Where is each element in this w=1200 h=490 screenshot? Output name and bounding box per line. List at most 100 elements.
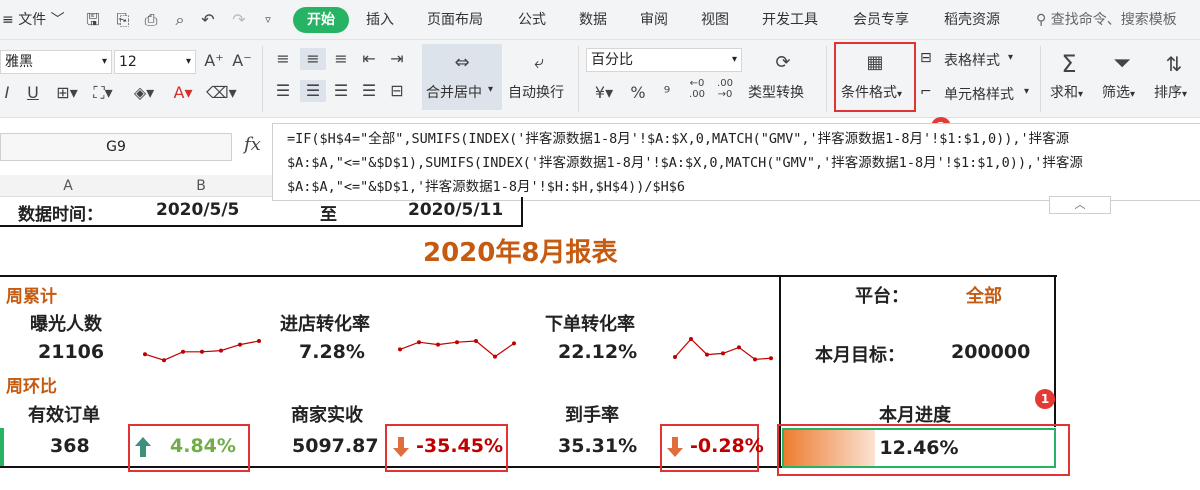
arrow-up-icon [135, 437, 151, 457]
arrival-rate-value[interactable]: 35.31% [558, 435, 638, 457]
store-conversion-value[interactable]: 7.28% [299, 341, 365, 363]
cell-style-button[interactable]: ⌐ 单元格样式 ▾ [920, 82, 1030, 106]
formula-input[interactable]: =IF($H$4="全部",SUMIFS(INDEX('拌客源数据1-8月'!$… [272, 123, 1200, 201]
cell-type-icon[interactable]: ⛶▾ [93, 83, 113, 102]
order-conversion-value[interactable]: 22.12% [558, 341, 638, 363]
align-top-icon[interactable]: ≡ [276, 49, 290, 68]
merchant-income-value[interactable]: 5097.87 [292, 435, 379, 457]
conditional-format-text: 条件格式 [841, 85, 897, 101]
sparkline-point [219, 348, 223, 353]
align-middle-icon[interactable]: ≡ [300, 48, 326, 70]
underline-icon[interactable]: U [27, 83, 39, 102]
fx-icon[interactable]: fx [244, 134, 261, 155]
tab-page-layout[interactable]: 页面布局 [427, 12, 483, 28]
increase-indent-icon[interactable]: ⇥ [390, 49, 404, 68]
sum-label: 求和▾ [1050, 82, 1083, 102]
redo-icon[interactable]: ↷ [232, 10, 246, 29]
increase-decimal-icon[interactable]: ←0.00 [689, 78, 705, 100]
fill-color-icon[interactable]: ◈▾ [133, 83, 155, 102]
column-header-a[interactable]: A [63, 178, 73, 194]
font-name-select[interactable]: 雅黑 ▾ [0, 50, 112, 74]
sum-button[interactable]: Σ 求和▾ [1046, 44, 1092, 110]
percent-icon[interactable]: % [630, 83, 646, 102]
border-icon[interactable]: ⊞▾ [56, 83, 78, 102]
cell-style-icon: ⌐ [920, 84, 932, 100]
collapse-formula-button[interactable]: ︿ [1049, 196, 1111, 214]
table-right-border [1054, 275, 1056, 427]
decrease-font-icon[interactable]: A⁻ [232, 51, 252, 70]
arrow-down-icon [393, 437, 409, 457]
align-right-icon[interactable]: ☰ [333, 81, 349, 100]
thousands-icon[interactable]: ⁹ [663, 83, 671, 102]
tab-developer[interactable]: 开发工具 [762, 12, 818, 28]
tab-member[interactable]: 会员专享 [853, 12, 909, 28]
align-bottom-icon[interactable]: ≡ [334, 49, 348, 68]
target-value[interactable]: 200000 [951, 341, 1031, 363]
valid-orders-value[interactable]: 368 [50, 435, 90, 457]
exposure-value[interactable]: 21106 [38, 341, 105, 363]
clear-format-icon[interactable]: ⌫▾ [206, 83, 237, 102]
valid-orders-change[interactable]: 4.84% [170, 435, 236, 457]
sigma-icon: Σ [1061, 50, 1077, 78]
chevron-down-icon: ▾ [897, 89, 903, 100]
currency-icon[interactable]: ¥▾ [594, 83, 614, 102]
exposure-label: 曝光人数 [30, 314, 102, 335]
font-color-icon[interactable]: A▾ [173, 83, 193, 102]
command-search[interactable]: ⚲ 查找命令、搜索模板 [1036, 0, 1177, 40]
wrap-text-label: 自动换行 [508, 85, 564, 101]
progress-cell[interactable]: 12.46% [782, 428, 1056, 468]
column-header-b[interactable]: B [196, 178, 206, 194]
tab-start[interactable]: 开始 [293, 7, 349, 33]
decrease-decimal-icon[interactable]: .00 →0 [717, 78, 733, 100]
tab-formulas[interactable]: 公式 [518, 12, 546, 28]
sparkline-point [455, 340, 459, 345]
save-icon[interactable]: 🖫 [86, 10, 100, 29]
table-style-label: 表格样式 [944, 53, 1000, 69]
font-size-select[interactable]: 12 ▾ [114, 50, 196, 74]
file-menu[interactable]: ≡ 文件 ﹀ [2, 12, 65, 28]
tab-view[interactable]: 视图 [701, 12, 729, 28]
sparkline-point [493, 354, 497, 359]
sparkline-point [417, 340, 421, 345]
print-preview-icon[interactable]: ⌕ [175, 10, 185, 29]
sort-button[interactable]: ⇅ 排序▾ [1150, 44, 1198, 110]
arrival-rate-change[interactable]: -0.28% [690, 435, 764, 457]
tab-review[interactable]: 审阅 [640, 12, 668, 28]
decrease-indent-icon[interactable]: ⇤ [362, 49, 376, 68]
platform-value[interactable]: 全部 [966, 286, 1002, 307]
sparkline-point [181, 349, 185, 354]
tab-docer[interactable]: 稻壳资源 [944, 12, 1000, 28]
export-pdf-icon[interactable]: ⎘ [116, 10, 130, 29]
justify-icon[interactable]: ☰ [361, 81, 377, 100]
italic-icon[interactable]: I [4, 83, 10, 102]
tab-data[interactable]: 数据 [579, 12, 607, 28]
merchant-income-change[interactable]: -35.45% [416, 435, 504, 457]
table-grid-icon: ▦ [866, 52, 884, 73]
table-style-icon: ⊟ [920, 50, 932, 66]
number-format-select[interactable]: 百分比 ▾ [586, 48, 742, 72]
table-style-button[interactable]: ⊟ 表格样式 ▾ [920, 48, 1020, 72]
formula-bar: G9 fx [0, 119, 1200, 175]
align-center-icon[interactable]: ☰ [300, 80, 326, 102]
wrap-text-button[interactable]: ⤶ 自动换行 [508, 44, 570, 110]
chevron-up-icon: ︿ [1074, 198, 1086, 211]
tab-insert[interactable]: 插入 [366, 12, 394, 28]
divider [578, 46, 579, 112]
date-from[interactable]: 2020/5/5 [156, 200, 240, 220]
distributed-icon[interactable]: ⊟ [390, 81, 404, 100]
filter-button[interactable]: ⏷ 筛选▾ [1098, 44, 1146, 110]
print-icon[interactable]: ⎙ [144, 10, 158, 29]
conditional-format-button[interactable]: ▦ 条件格式▾ [836, 44, 914, 110]
increase-font-icon[interactable]: A⁺ [204, 51, 224, 70]
type-convert-button[interactable]: ⟳ 类型转换 [748, 44, 818, 110]
date-to[interactable]: 2020/5/11 [408, 200, 504, 220]
search-placeholder: 查找命令、搜索模板 [1050, 12, 1177, 28]
undo-icon[interactable]: ↶ [201, 10, 215, 29]
customize-quick-access-icon[interactable]: ▿ [265, 13, 271, 26]
name-box[interactable]: G9 [0, 133, 232, 161]
align-left-icon[interactable]: ☰ [275, 81, 291, 100]
chevron-down-icon: ▾ [185, 56, 191, 67]
sparkline-point [689, 337, 693, 341]
merchant-change-highlight [385, 424, 508, 472]
merge-center-button[interactable]: ⇔ 合并居中 ▾ [422, 44, 502, 110]
